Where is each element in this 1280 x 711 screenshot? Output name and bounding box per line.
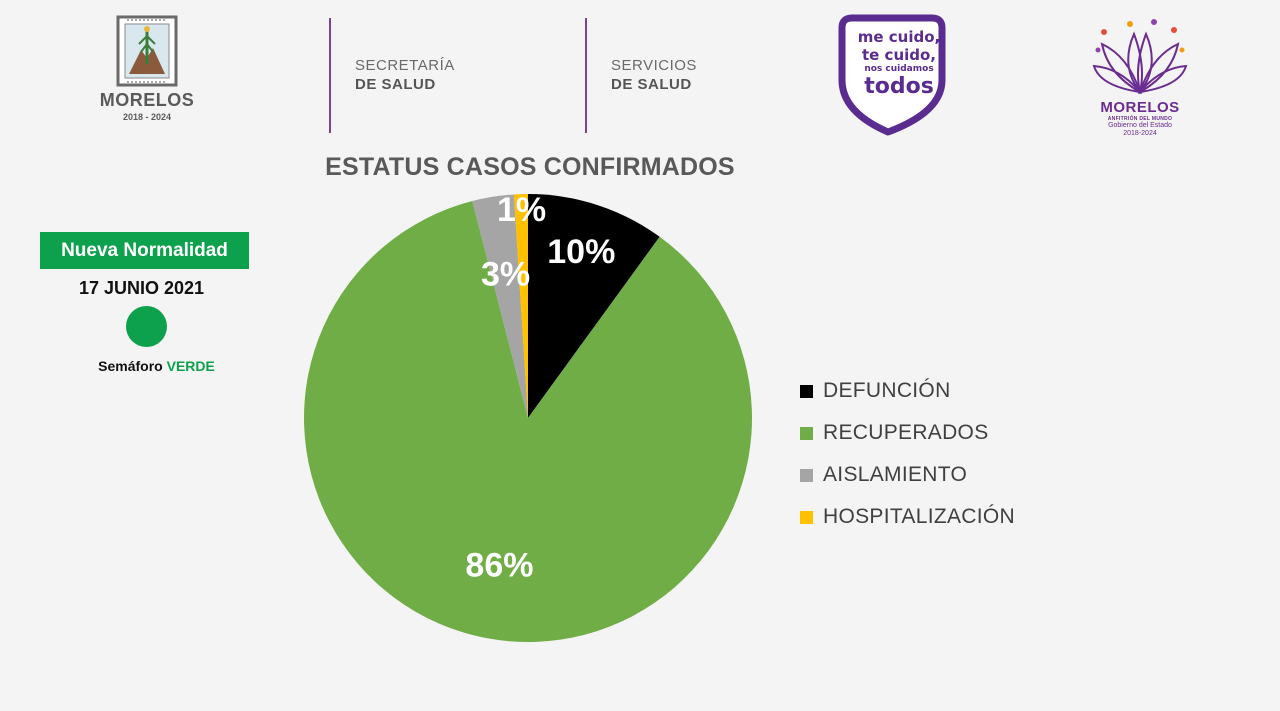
morelos-logo-years: 2018 - 2024 xyxy=(122,112,172,122)
legend-label: AISLAMIENTO xyxy=(823,463,968,486)
campaign-logo: me cuido, te cuido, nos cuidamos todos xyxy=(836,14,948,138)
campaign-line1: me cuido, xyxy=(857,28,941,46)
agency-2-line2: DE SALUD xyxy=(611,76,692,93)
semaforo-label: Semáforo xyxy=(98,358,163,374)
legend-item: AISLAMIENTO xyxy=(800,454,1015,496)
chart-legend: DEFUNCIÓN RECUPERADOS AISLAMIENTO HOSPITALI… xyxy=(800,370,1015,538)
legend-swatch xyxy=(800,426,813,440)
shield-icon xyxy=(838,14,946,136)
pie-data-label: 3% xyxy=(481,255,530,293)
traffic-light-icon xyxy=(126,306,167,347)
chart-title: ESTATUS CASOS CONFIRMADOS xyxy=(325,153,735,181)
pie-data-label: 1% xyxy=(497,191,546,229)
pie-chart: 10% 86% 3% 1% xyxy=(296,186,760,650)
government-logo-subtitle: ANFITRIÓN DEL MUNDO xyxy=(1107,116,1173,122)
secretaria-de-salud-logo: SECRETARÍA DE SALUD xyxy=(355,56,455,94)
legend-swatch xyxy=(800,468,813,482)
morelos-state-logo: MORELOS 2018 - 2024 xyxy=(92,14,202,139)
legend-swatch xyxy=(800,384,813,398)
header: MORELOS 2018 - 2024 SECRETARÍA DE SALUD … xyxy=(0,0,1280,150)
government-logo: MORELOS ANFITRIÓN DEL MUNDO Gobierno del… xyxy=(1090,16,1190,140)
semaforo-status: Semáforo VERDE xyxy=(40,358,273,374)
campaign-line3: nos cuidamos xyxy=(864,64,934,74)
legend-item: RECUPERADOS xyxy=(800,412,1015,454)
legend-label: RECUPERADOS xyxy=(823,421,989,444)
lotus-flower-icon xyxy=(1092,19,1188,95)
header-divider xyxy=(585,18,587,133)
agency-1-line2: DE SALUD xyxy=(355,76,436,93)
pie-slice-hospitalizacion xyxy=(513,194,528,418)
agency-1-line1: SECRETARÍA xyxy=(355,57,455,74)
government-logo-line2: 2018-2024 xyxy=(1123,130,1157,137)
pie-data-label: 86% xyxy=(465,547,533,585)
pie-chart-svg: 10% 86% 3% 1% xyxy=(304,191,752,643)
campaign-line2: te cuido, xyxy=(861,46,937,64)
pie-slice-recuperados xyxy=(304,201,752,643)
header-divider xyxy=(329,18,331,133)
morelos-logo-name: MORELOS xyxy=(99,90,195,110)
semaforo-value: VERDE xyxy=(166,358,215,374)
legend-swatch xyxy=(800,510,813,524)
legend-label: DEFUNCIÓN xyxy=(823,379,951,402)
status-date: 17 JUNIO 2021 xyxy=(78,278,205,298)
morelos-coat-of-arms-icon xyxy=(116,15,178,87)
pie-slice-defuncion xyxy=(528,194,660,418)
legend-item: DEFUNCIÓN xyxy=(800,370,1015,412)
legend-label: HOSPITALIZACIÓN xyxy=(823,505,1015,528)
pie-slice-aislamiento xyxy=(472,194,528,418)
pie-data-label: 10% xyxy=(547,233,615,271)
legend-item: HOSPITALIZACIÓN xyxy=(800,496,1015,538)
agency-2-line1: SERVICIOS xyxy=(611,57,697,74)
campaign-line4: todos xyxy=(864,74,934,99)
government-logo-line1: Gobierno del Estado xyxy=(1108,122,1172,129)
servicios-de-salud-logo: SERVICIOS DE SALUD xyxy=(611,56,697,94)
status-badge: Nueva Normalidad xyxy=(40,232,249,269)
government-logo-title: MORELOS xyxy=(1100,99,1180,116)
